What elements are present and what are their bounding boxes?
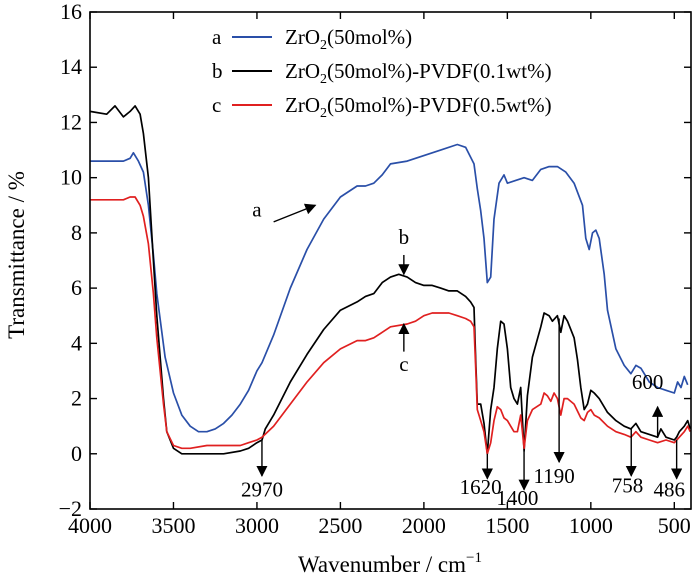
y-tick-label: 12: [60, 109, 82, 134]
y-tick-label: 8: [71, 220, 82, 245]
y-tick-label: −2: [59, 496, 82, 521]
annotation-label: c: [399, 352, 408, 376]
annotation-label: 1400: [496, 486, 538, 510]
y-tick-label: 2: [71, 386, 82, 411]
y-tick-label: 0: [71, 441, 82, 466]
series-layer: [89, 105, 692, 455]
y-tick-label: 6: [71, 275, 82, 300]
annotation-arrow: [273, 203, 317, 223]
annotation-label: 600: [632, 370, 664, 394]
annotation-label: b: [399, 225, 410, 249]
x-tick-label: 1000: [569, 513, 613, 538]
annotation-label: 2970: [241, 478, 283, 502]
x-tick-label: 500: [658, 513, 691, 538]
series-line-a: [90, 143, 689, 433]
ticks-layer: 4000 3500 3000 2500 2000 1500 1000 500 −2 0 2 4 6 8 10…: [59, 0, 691, 538]
legend-key: c: [212, 93, 221, 117]
annotation-label: 486: [654, 478, 686, 502]
legend: a ZrO2(50mol%) b ZrO2(50mol%)-PVDF(0.1wt%) c…: [212, 25, 552, 121]
series-line-b: [89, 105, 692, 455]
y-tick-label: 14: [60, 54, 82, 79]
legend-key: b: [212, 59, 223, 83]
legend-key: a: [212, 25, 222, 49]
y-tick-label: 10: [60, 165, 82, 190]
y-axis-title: Transmittance / %: [4, 171, 29, 339]
y-tick-label: 16: [60, 0, 82, 24]
annotation-label: 1620: [460, 475, 502, 499]
x-tick-label: 2000: [402, 513, 446, 538]
annotation-label: 1190: [533, 464, 574, 488]
annotation-label: a: [252, 197, 262, 221]
x-tick-label: 4000: [68, 513, 112, 538]
legend-label: ZrO2(50mol%)-PVDF(0.5wt%): [285, 93, 552, 121]
plot-frame: [89, 11, 692, 510]
annotation-label: 758: [612, 473, 644, 497]
y-tick-label: 4: [71, 330, 82, 355]
legend-label: ZrO2(50mol%): [285, 25, 412, 53]
legend-label: ZrO2(50mol%)-PVDF(0.1wt%): [285, 59, 552, 87]
x-tick-label: 3000: [235, 513, 279, 538]
x-tick-label: 1500: [485, 513, 529, 538]
x-tick-label: 2500: [318, 513, 362, 538]
x-axis-title: Wavenumber / cm−1: [298, 550, 482, 577]
series-line-c: [90, 196, 691, 455]
x-tick-label: 3500: [151, 513, 195, 538]
